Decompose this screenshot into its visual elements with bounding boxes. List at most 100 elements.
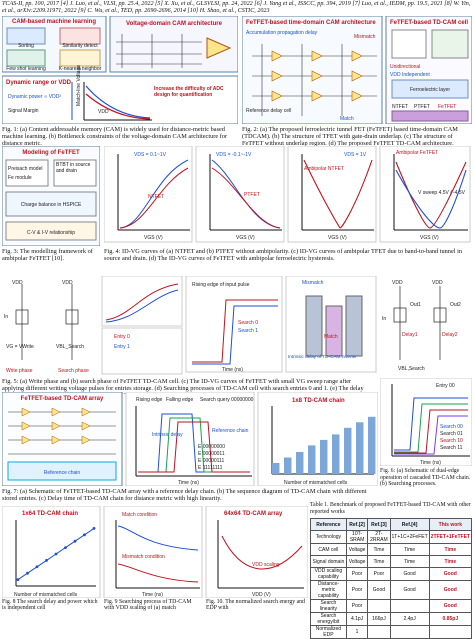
chart-bar: [368, 416, 376, 474]
table-cell: 1T+1C+2FeFET: [389, 530, 430, 544]
fig2-mismatch-label: Mismatch: [354, 34, 376, 40]
chart-bar: [320, 439, 328, 474]
chart-bar: [332, 434, 340, 474]
fig10-caption: Fig. 10. The normalized search energy an…: [206, 599, 305, 612]
table-cell: CAM cell: [310, 543, 347, 556]
fig7-c-title: 1x8 TD-CAM chain: [292, 398, 345, 404]
table-cell: Voltage: [345, 555, 369, 568]
fig1-graphic: CAM-based machine learning Sorting Few s…: [2, 16, 238, 124]
table-cell: Time: [428, 555, 473, 568]
table-cell: Poor: [345, 567, 369, 581]
fig3-caption: Fig. 3: The modelling framework of ambip…: [2, 248, 93, 263]
table-row: Technology 10T-SRAM 2T-2RRAM 1T+1C+2FeFET 2T…: [310, 530, 473, 544]
fig7-falling-edge: Falling edge: [166, 397, 193, 403]
fig5-search0: Search 0: [238, 320, 258, 326]
fig7-a-title: FeTFET-based TD-CAM array: [21, 396, 104, 402]
fig6-delay1: Delay1: [402, 332, 418, 338]
fig2-graphic: FeTFET-based time-domain CAM architectur…: [242, 16, 472, 124]
table-cell: 166pJ: [367, 612, 391, 626]
fig4-panel-a: VDS = 0.1~1V NTFET VGS (V): [104, 146, 193, 243]
table-cell: Time: [428, 543, 473, 556]
fig7-reference-chain: Reference chain: [44, 470, 81, 476]
fig6-out1: Out1: [410, 302, 421, 308]
fig6a-graphic: VDD VDD In Out1 Out2 Delay1 Delay2 VBL,S…: [382, 280, 461, 372]
fig6-entry00: Entry 00: [436, 383, 455, 389]
fig2-ntfet-label: NTFET: [392, 104, 408, 110]
fig6b-graphic: Entry 00 Search 00 Search 01 Search 10 S…: [380, 378, 472, 466]
fig5-vwrite: VG = VWrite: [6, 344, 34, 350]
fig7-graphic: FeTFET-based TD-CAM array Reference chai…: [2, 392, 378, 486]
table-cell: [428, 625, 473, 639]
table-header: Ref.[2]: [345, 518, 369, 531]
fig3-btbt: BTBT in source and drain: [56, 162, 91, 174]
fig6-legend-2: Search 10: [440, 438, 463, 444]
table-cell: Poor: [367, 567, 391, 581]
reference-list: TCAS-II, pp. 100, 2017 [4] J. Luo, et al…: [2, 1, 471, 15]
chart-point: [45, 559, 48, 562]
fig5-mismatch: Mismatch: [302, 280, 324, 286]
fig4-d-title: Ambipolar FeTFET: [396, 150, 438, 156]
table-header: Ref.[3]: [367, 518, 391, 531]
fig3-cv-iv: C-V & I-V relationship: [27, 230, 75, 236]
fig6-in: In: [382, 316, 386, 322]
fig5-graphic: VDD VDD In Write phase VG = VWrite VBL_S…: [4, 276, 377, 375]
fig2-ferro-label: Ferroelectric layer: [410, 87, 450, 93]
fig5-match: Match: [324, 334, 338, 340]
fig4-c-xlabel: VGS (V): [328, 235, 347, 241]
table-cell: Search linearity: [310, 599, 347, 613]
table-cell: 2T-2RRAM: [367, 530, 391, 544]
table-cell: Time: [367, 555, 391, 568]
fig4-c-title: Ambipolar NTFET: [304, 166, 344, 172]
fig5-write-phase: Write phase: [6, 368, 33, 374]
table-header: Reference: [310, 518, 347, 531]
fig1-caption: Fig. 1: (a) Content addressable memory (…: [2, 126, 228, 148]
fig3-title: Modeling of FeTFET: [22, 150, 80, 156]
fig4-panel-c: Ambipolar NTFET VDS = 1V VGS (V): [287, 146, 377, 243]
table-cell: [367, 625, 391, 639]
fig2-vdd-independent-label: VDD Independent: [390, 72, 430, 78]
table-cell: Good: [428, 567, 473, 581]
table-row: CAM cell Voltage Time Time Time: [310, 543, 473, 556]
fig4-b-vds: VDS = -0.1~-1V: [216, 152, 252, 158]
table-cell: Good: [389, 580, 430, 600]
fig7-c-xlabel: Number of mismatched cells: [284, 480, 348, 486]
fig3-graphic: Modeling of FeTFET Preisach model Fe mod…: [2, 146, 100, 246]
chart-bar: [296, 452, 304, 474]
chart-point: [92, 527, 96, 530]
table-cell: 0.85pJ: [428, 612, 473, 626]
fig7-ref-chain-b: Reference chain: [212, 428, 249, 434]
fig1-panel-b-title: Voltage-domain CAM architecture: [126, 21, 223, 27]
fig1-adc-note: Increase the difficulty of ADC design fo…: [154, 86, 224, 98]
fig1-dynamic-power: Dynamic power ∝ VDD²: [8, 94, 61, 100]
fig8-10-graphic: 1x64 TD-CAM chain Number of mismatched c…: [2, 506, 308, 598]
table-row: Distance-metric capability Poor Good Good Go…: [310, 580, 473, 600]
fig1-panel-c-title: Dynamic range or VDD: [6, 80, 72, 86]
fig2-panel-b-title: FeTFET-based TD-CAM cell: [390, 20, 468, 26]
fig9-caption: Fig. 9 Searching process of TD-CAM with …: [104, 599, 192, 612]
fig1-axis-matchline: Match-line Voltage: [76, 65, 82, 106]
fig4-panel-d: Ambipolar FeTFET V sweep 4.5V / -4.5V VG…: [379, 146, 471, 243]
fig7-time-axis: Time (ns): [178, 480, 199, 486]
fig4-a-vds: VDS = 0.1~1V: [134, 152, 167, 158]
chart-bar: [356, 422, 364, 474]
fig4-b-xlabel: VGS (V): [236, 235, 255, 241]
fig3-preisach: Preisach model: [8, 166, 42, 172]
fig7-legend-2: E 00000111: [198, 458, 224, 464]
fig1-item-2: Few shot learning: [6, 66, 46, 72]
table-cell: 2.4pJ: [389, 612, 430, 626]
table-row: Signal domain Voltage Time Time Time: [310, 555, 473, 568]
fig2-caption: Fig. 2: (a) The proposed ferroelectric t…: [242, 126, 458, 148]
table-row: Search linearity Poor Good: [310, 599, 473, 613]
fig6-legend-0: Search 00: [440, 424, 463, 430]
fig6-vdd-2: VDD: [432, 280, 443, 286]
fig7-rising-edge: Rising edge: [136, 397, 163, 403]
fig6-out2: Out2: [450, 302, 461, 308]
fig4-b-title: PTFET: [244, 192, 260, 198]
fig8-xlabel: Number of mismatched cells: [14, 592, 78, 598]
fig10-title: 64x64 TD-CAM array: [224, 511, 283, 517]
table-cell: Time: [367, 543, 391, 556]
fig10-xlabel: VDD (V): [252, 592, 271, 598]
chart-point: [26, 571, 29, 575]
fig8-caption: Fig. 8 The search delay and power which …: [2, 599, 98, 612]
fig5-entry1: Entry 1: [114, 344, 130, 350]
